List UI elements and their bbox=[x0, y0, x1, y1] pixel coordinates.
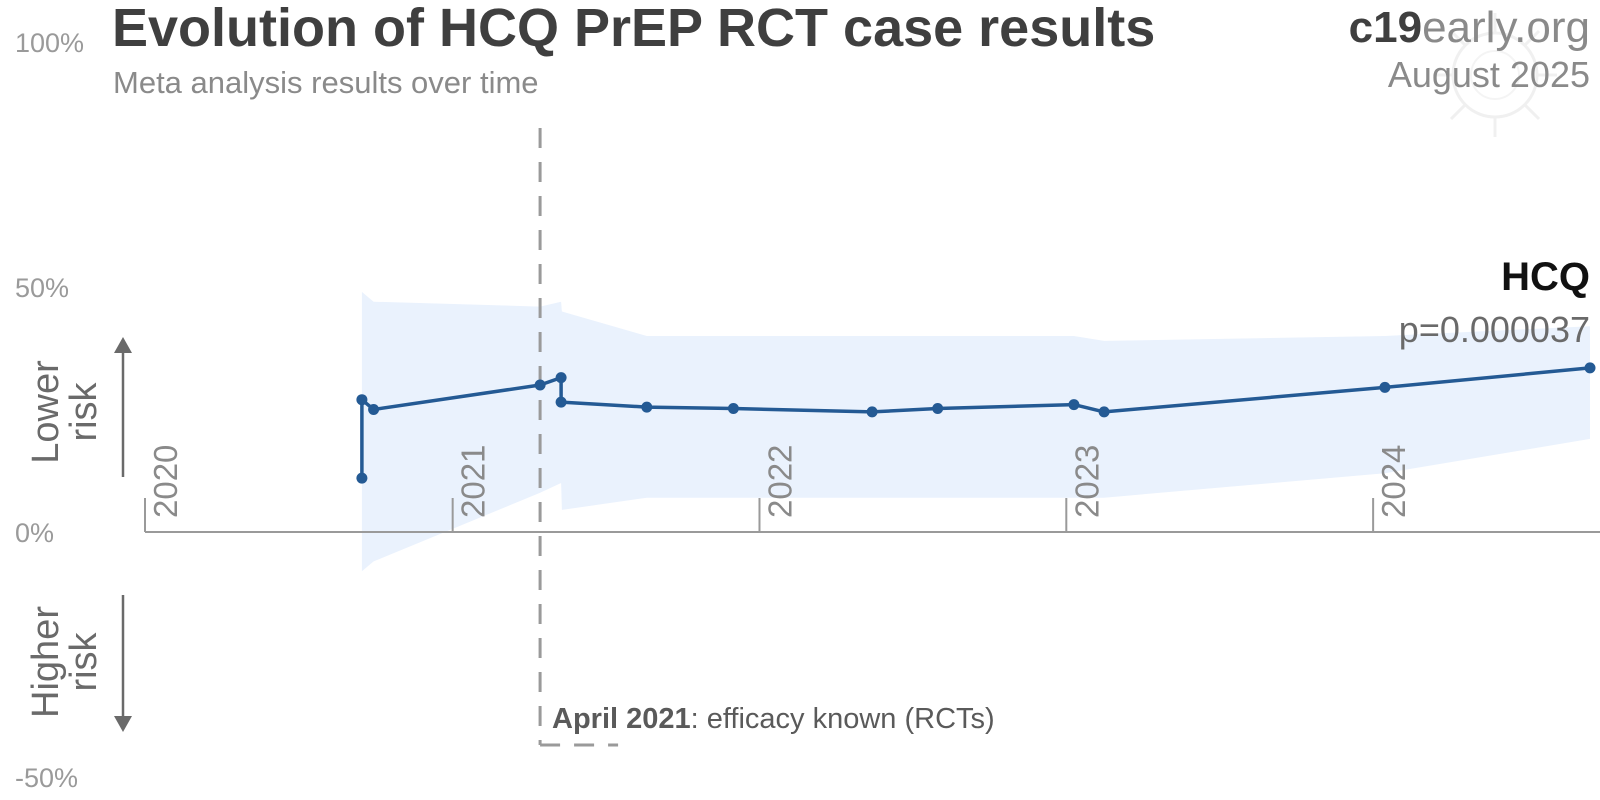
data-point bbox=[932, 403, 944, 414]
data-point bbox=[866, 406, 878, 418]
lower-risk-label-line1: Lower bbox=[25, 360, 67, 464]
virus-watermark-icon bbox=[1433, 13, 1557, 137]
chart-subtitle: Meta analysis results over time bbox=[113, 65, 539, 100]
x-tick-label: 2020 bbox=[147, 445, 184, 518]
lower-risk-label: Lower risk bbox=[25, 360, 105, 464]
efficacy-annotation-text: : efficacy known (RCTs) bbox=[691, 703, 995, 735]
series-name-label: HCQ bbox=[1501, 255, 1590, 299]
brand-logo-bold: c19 bbox=[1349, 3, 1422, 52]
data-point bbox=[368, 404, 380, 415]
y-tick-label: 50% bbox=[15, 273, 69, 303]
data-point bbox=[555, 372, 567, 384]
x-tick-label: 2021 bbox=[455, 445, 492, 518]
higher-risk-label: Higher risk bbox=[25, 606, 105, 718]
brand-logo: c19early.org bbox=[1349, 3, 1590, 52]
data-point bbox=[356, 394, 368, 406]
confidence-band bbox=[361, 291, 1590, 572]
data-point bbox=[1379, 381, 1391, 393]
data-point bbox=[641, 401, 653, 413]
higher-risk-label-line2: risk bbox=[63, 631, 105, 691]
efficacy-annotation: April 2021: efficacy known (RCTs) bbox=[552, 703, 995, 735]
x-tick-label: 2024 bbox=[1375, 445, 1412, 518]
data-point bbox=[356, 472, 368, 484]
y-tick-label: -50% bbox=[15, 763, 78, 793]
x-tick-label: 2023 bbox=[1068, 445, 1105, 518]
data-point bbox=[555, 396, 567, 408]
series-p-value-label: p=0.000037 bbox=[1399, 309, 1590, 350]
higher-risk-arrow-icon bbox=[114, 595, 132, 732]
higher-risk-label-line1: Higher bbox=[25, 606, 67, 718]
x-tick-label: 2022 bbox=[762, 445, 799, 518]
data-point bbox=[727, 403, 739, 414]
data-point bbox=[534, 379, 546, 391]
efficacy-annotation-date: April 2021 bbox=[552, 703, 691, 735]
chart-title: Evolution of HCQ PrEP RCT case results bbox=[112, 0, 1155, 58]
y-tick-label: 0% bbox=[15, 518, 54, 548]
data-point bbox=[1098, 406, 1110, 418]
lower-risk-arrow-icon bbox=[114, 337, 132, 477]
data-point bbox=[1068, 399, 1080, 411]
lower-risk-label-line2: risk bbox=[63, 381, 105, 441]
y-tick-label: 100% bbox=[15, 28, 84, 58]
brand-logo-light: early.org bbox=[1422, 3, 1590, 52]
report-date: August 2025 bbox=[1388, 54, 1590, 95]
data-point bbox=[1584, 362, 1596, 374]
